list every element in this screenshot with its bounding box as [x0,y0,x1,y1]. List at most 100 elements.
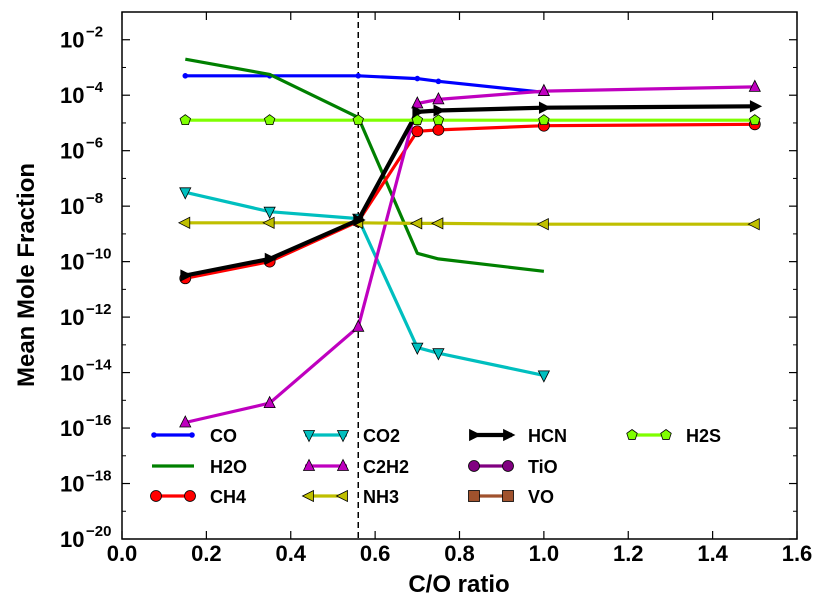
axis-ticks [121,12,798,540]
data-point-CO [435,78,442,85]
y-tick-label: 10 −4 [60,79,104,108]
legend-entry-TiO: TiO [468,457,558,477]
data-point-CO2 [179,187,192,200]
legend-marker [336,430,350,443]
legend-marker [626,429,638,440]
data-point-H2S [411,114,424,126]
y-tick-base: 10 [60,28,84,53]
legend-label-H2S: H2S [686,426,721,446]
y-tick-exponent: −6 [86,135,103,152]
x-tick-label: 1.4 [697,541,728,566]
legend: CO H2O CH4 CO2 C2H2 NH3 HCN TiO VO H2S [150,426,721,507]
legend-marker [503,428,516,442]
data-point-C2H2 [411,96,424,109]
y-tick-exponent: −10 [86,246,111,263]
legend-label-C2H2: C2H2 [363,457,409,477]
y-tick-label: 10 −14 [60,357,112,386]
legend-label-VO: VO [528,487,554,507]
legend-marker [468,490,480,502]
data-point-NH3 [536,218,549,231]
y-tick-label: 10 −6 [60,135,103,164]
x-tick-label: 1.6 [782,541,813,566]
data-point-CO2 [432,348,445,361]
y-tick-labels: 10−2010−1810−1610−1410−1210−1010−810−610… [60,24,112,552]
y-tick-label: 10 −18 [60,468,111,497]
legend-marker [184,490,196,502]
data-point-C2H2 [179,415,192,428]
data-point-HCN [433,104,446,117]
y-tick-base: 10 [60,361,84,386]
legend-marker [151,432,157,438]
legend-entry-CO: CO [151,426,237,446]
data-point-HCN [538,101,552,114]
y-tick-exponent: −18 [86,468,111,485]
data-point-H2S [352,114,364,126]
legend-label-HCN: HCN [528,426,567,446]
data-point-HCN [264,252,278,266]
y-tick-label: 10 −16 [60,412,111,441]
data-point-C2H2 [263,395,276,408]
legend-marker [301,489,314,503]
data-point-H2S [263,114,276,126]
legend-label-TiO: TiO [528,457,558,477]
legend-marker [469,428,482,442]
legend-marker [335,489,348,503]
data-point-CO2 [263,206,276,220]
data-point-NH3 [431,217,444,230]
x-axis-title: C/O ratio [408,571,509,598]
legend-entry-HCN: HCN [469,426,567,446]
y-tick-base: 10 [60,527,84,552]
legend-marker [502,460,514,472]
y-tick-label: 10 −8 [60,190,103,219]
series-HCN [180,100,763,282]
series-H2O [185,57,545,273]
y-tick-exponent: −20 [86,523,111,540]
x-tick-label: 1.2 [613,541,644,566]
series-line-CO [185,74,545,94]
y-tick-label: 10 −2 [60,24,103,53]
legend-entry-CO2: CO2 [302,426,400,446]
legend-marker [302,430,316,443]
y-tick-exponent: −16 [86,412,111,429]
data-point-HCN [412,105,425,118]
data-point-CO2 [537,370,551,383]
y-tick-base: 10 [60,83,84,108]
legend-marker [502,490,514,502]
legend-marker [660,429,672,440]
legend-label-H2O: H2O [210,457,247,477]
series-H2S [179,114,761,126]
legend-label-CO: CO [210,426,237,446]
legend-entry-VO: VO [468,487,554,507]
legend-marker [302,458,316,471]
data-point-C2H2 [432,91,445,105]
legend-label-CO2: CO2 [363,426,400,446]
y-tick-label: 10 −20 [60,523,111,552]
plot-frame [121,11,798,540]
x-tick-label: 0.8 [444,541,475,566]
legend-entry-CH4: CH4 [150,487,246,507]
x-tick-label: 1.0 [529,541,560,566]
data-point-CO2 [411,342,424,356]
data-point-CO [182,72,189,79]
data-point-NH3 [409,217,423,230]
legend-marker [150,490,162,502]
data-point-NH3 [747,218,760,231]
series-line-H2O [185,57,545,273]
data-point-CH4 [432,123,445,136]
y-tick-exponent: −4 [86,79,104,96]
y-tick-base: 10 [60,194,84,219]
data-point-C2H2 [537,83,551,96]
legend-marker [189,432,195,438]
y-tick-exponent: −12 [86,301,111,318]
series-C2H2 [179,79,761,428]
x-tick-labels: 0.0 0.2 0.4 0.6 0.8 1.0 1.2 1.4 1.6 [107,541,813,566]
series-line-CO2 [184,190,545,377]
data-point-NH3 [177,216,191,229]
x-tick-label: 0.2 [191,541,222,566]
legend-label-NH3: NH3 [363,487,399,507]
data-point-HCN [353,213,366,227]
legend-entry-H2S: H2S [626,426,721,446]
y-tick-exponent: −14 [86,357,112,374]
legend-entry-NH3: NH3 [301,487,399,507]
data-point-CO [414,75,421,82]
